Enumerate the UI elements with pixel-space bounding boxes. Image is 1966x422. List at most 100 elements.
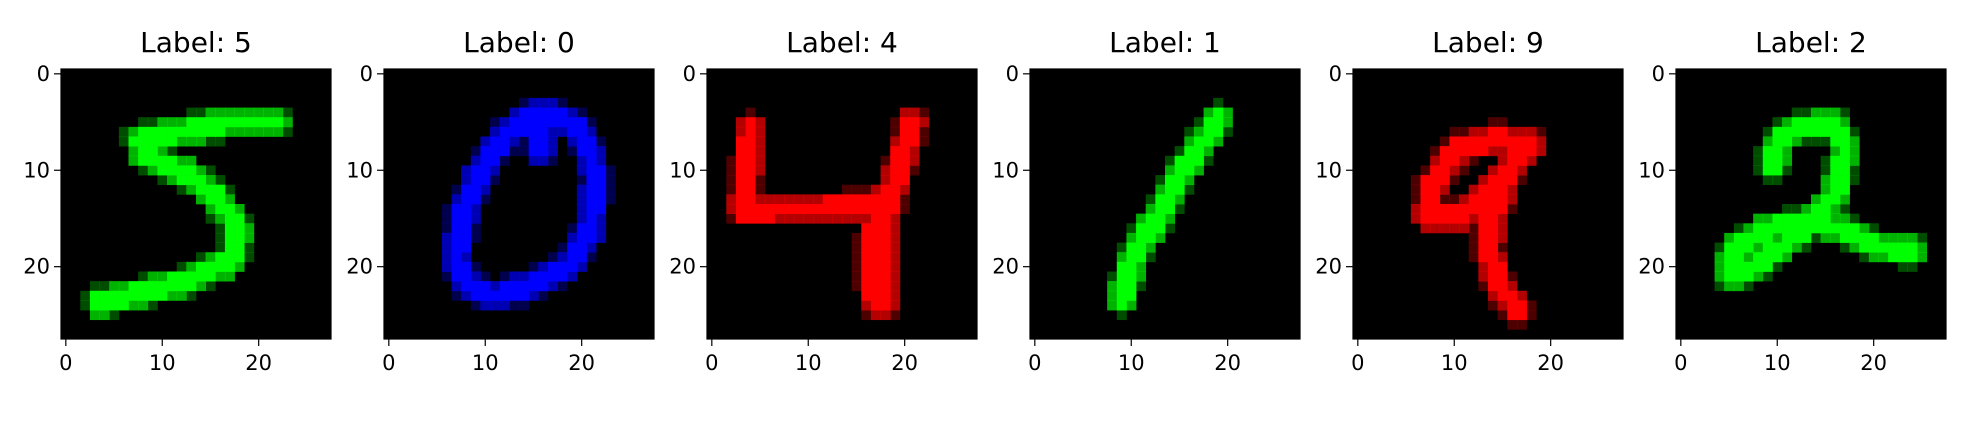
digit-pixel bbox=[1126, 300, 1137, 311]
digit-pixel bbox=[1174, 146, 1185, 157]
digit-pixel bbox=[1907, 252, 1918, 263]
digit-pixel bbox=[735, 136, 746, 147]
digit-pixel bbox=[1733, 223, 1744, 234]
digit-pixel bbox=[1478, 271, 1489, 282]
digit-pixel bbox=[1430, 184, 1441, 195]
digit-pixel bbox=[224, 184, 235, 195]
digit-pixel bbox=[547, 126, 558, 137]
digit-pixel bbox=[1497, 184, 1508, 195]
digit-pixel bbox=[1762, 252, 1773, 263]
digit-pixel bbox=[1420, 194, 1431, 205]
digit-pixel bbox=[234, 213, 245, 224]
digit-pixel bbox=[147, 126, 158, 137]
digit-pixel bbox=[745, 107, 756, 118]
digit-pixel bbox=[1917, 232, 1928, 243]
digit-pixel bbox=[1811, 194, 1821, 205]
digit-pixel bbox=[244, 232, 255, 243]
digit-pixel bbox=[1459, 194, 1470, 205]
digit-pixel bbox=[1772, 252, 1783, 263]
digit-pixel bbox=[1459, 213, 1470, 224]
digit-pixel bbox=[1724, 281, 1735, 292]
digit-pixel bbox=[890, 175, 901, 186]
digit-pixel bbox=[1772, 155, 1783, 166]
digit-pixel bbox=[1213, 107, 1224, 118]
digit-pixel bbox=[1213, 126, 1224, 137]
digit-pixel bbox=[509, 290, 520, 301]
digit-pixel bbox=[480, 194, 491, 205]
digit-pixel bbox=[1449, 204, 1460, 214]
digit-pixel bbox=[128, 155, 139, 166]
digit-pixel bbox=[909, 155, 920, 166]
digit-pixel bbox=[1536, 136, 1547, 147]
digit-pixel bbox=[745, 204, 756, 214]
digit-pixel bbox=[880, 204, 891, 214]
digit-pixel bbox=[1126, 223, 1137, 234]
digit-pixel bbox=[1488, 261, 1498, 272]
y-tick-label: 20 bbox=[669, 255, 696, 279]
digit-pixel bbox=[1801, 136, 1812, 147]
digit-pixel bbox=[870, 204, 881, 214]
digit-pixel bbox=[861, 281, 872, 292]
digit-pixel bbox=[880, 232, 891, 243]
x-tick-label: 10 bbox=[1118, 351, 1145, 375]
digit-pixel bbox=[157, 290, 168, 301]
digit-pixel bbox=[1184, 184, 1195, 195]
digit-pixel bbox=[509, 281, 520, 292]
digit-pixel bbox=[273, 107, 284, 118]
digit-pixel bbox=[1849, 155, 1860, 166]
digit-pixel bbox=[1849, 242, 1860, 253]
digit-pixel bbox=[1497, 194, 1508, 205]
digit-pixel bbox=[880, 194, 891, 205]
digit-pixel bbox=[1497, 252, 1508, 263]
digit-pixel bbox=[499, 290, 510, 301]
digit-pixel bbox=[880, 184, 891, 195]
digit-pixel bbox=[1449, 165, 1460, 176]
digit-pixel bbox=[263, 126, 274, 137]
digit-pixel bbox=[273, 126, 284, 137]
digit-pixel bbox=[138, 136, 149, 147]
digit-pixel bbox=[538, 107, 549, 118]
digit-pixel bbox=[1410, 175, 1421, 186]
digit-pixel bbox=[1203, 146, 1214, 157]
digit-pixel bbox=[1772, 175, 1783, 186]
digit-pixel bbox=[755, 175, 766, 186]
digit-pixel bbox=[1811, 232, 1821, 243]
digit-pixel bbox=[538, 155, 549, 166]
digit-pixel bbox=[755, 146, 766, 157]
digit-pixel bbox=[1526, 136, 1537, 147]
digit-pixel bbox=[263, 107, 274, 118]
y-tick-label: 20 bbox=[1638, 255, 1665, 279]
digit-pixel bbox=[196, 136, 206, 147]
digit-pixel bbox=[1174, 175, 1185, 186]
digit-pixel bbox=[490, 175, 501, 186]
digit-pixel bbox=[490, 117, 501, 128]
digit-pixel bbox=[899, 175, 910, 186]
digit-pixel bbox=[1439, 146, 1450, 157]
digit-pixel bbox=[1820, 117, 1831, 128]
digit-pixel bbox=[186, 290, 197, 301]
digit-pixel bbox=[880, 281, 891, 292]
digit-pixel bbox=[1468, 232, 1479, 243]
digit-pixel bbox=[1743, 232, 1754, 243]
digit-pixel bbox=[224, 252, 235, 263]
digit-pixel bbox=[1136, 261, 1147, 272]
digit-pixel bbox=[167, 126, 178, 137]
digit-pixel bbox=[1772, 232, 1783, 243]
digit-pixel bbox=[167, 165, 178, 176]
digit-pixel bbox=[596, 213, 607, 224]
digit-pixel bbox=[576, 232, 587, 243]
digit-pixel bbox=[547, 136, 558, 147]
digit-pixel bbox=[1488, 213, 1498, 224]
digit-pixel bbox=[1488, 242, 1498, 253]
digit-pixel bbox=[851, 242, 862, 253]
digit-pixel bbox=[1203, 136, 1214, 147]
digit-pixel bbox=[1859, 252, 1870, 263]
digit-pixel bbox=[1430, 165, 1441, 176]
digit-pixel bbox=[1478, 242, 1489, 253]
digit-pixel bbox=[851, 271, 862, 282]
digit-pixel bbox=[870, 310, 881, 321]
digit-pixel bbox=[1165, 155, 1175, 166]
digit-pixel bbox=[451, 184, 462, 195]
digit-pixel bbox=[890, 136, 901, 147]
digit-pixel bbox=[234, 232, 245, 243]
